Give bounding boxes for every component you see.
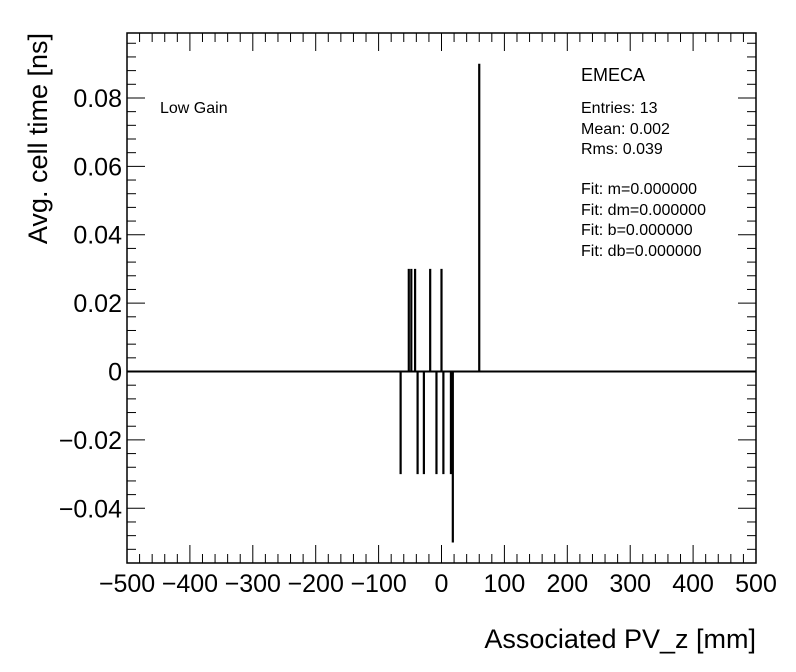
stats-mean: Mean: 0.002 (581, 121, 670, 138)
minor-ticks (127, 33, 756, 564)
stats-rms: Rms: 0.039 (581, 141, 663, 158)
x-axis-title: Associated PV_z [mm] (484, 624, 756, 654)
stats-fit-m: Fit: m=0.000000 (581, 181, 697, 198)
x-tick-label: 200 (546, 570, 588, 598)
stats-entries: Entries: 13 (581, 100, 658, 117)
x-tick-label: 0 (435, 570, 449, 598)
x-tick-label: 300 (609, 570, 651, 598)
data-bars (399, 63, 481, 543)
y-tick-label: −0.02 (59, 427, 122, 455)
stats-box: EMECA Entries: 13 Mean: 0.002 Rms: 0.039… (581, 65, 706, 260)
stats-fit-db: Fit: db=0.000000 (581, 243, 702, 260)
major-ticks (126, 33, 757, 563)
y-axis-title: Avg. cell time [ns] (23, 33, 53, 244)
x-tick-label: −400 (162, 570, 218, 598)
y-tick-label: −0.04 (59, 495, 122, 523)
stats-fit-b: Fit: b=0.000000 (581, 222, 693, 239)
x-tick-label: −100 (350, 570, 406, 598)
x-tick-label: −300 (225, 570, 281, 598)
stats-fit-dm: Fit: dm=0.000000 (581, 202, 706, 219)
low-gain-label: Low Gain (160, 100, 228, 117)
y-tick-label: 0.08 (73, 85, 122, 113)
stats-title: EMECA (581, 65, 645, 85)
y-tick-label: 0.02 (73, 290, 122, 318)
y-tick-labels: −0.04 −0.02 0 0.02 0.04 0.06 0.08 (59, 85, 122, 523)
x-tick-labels: −500 −400 −300 −200 −100 0 100 200 300 400 500 (99, 570, 777, 598)
x-tick-label: 400 (672, 570, 714, 598)
y-tick-label: 0 (108, 359, 122, 387)
x-tick-label: −500 (99, 570, 155, 598)
x-tick-label: 500 (735, 570, 777, 598)
x-tick-label: 100 (484, 570, 526, 598)
y-tick-label: 0.06 (73, 153, 122, 181)
y-tick-label: 0.04 (73, 222, 122, 250)
x-tick-label: −200 (288, 570, 344, 598)
